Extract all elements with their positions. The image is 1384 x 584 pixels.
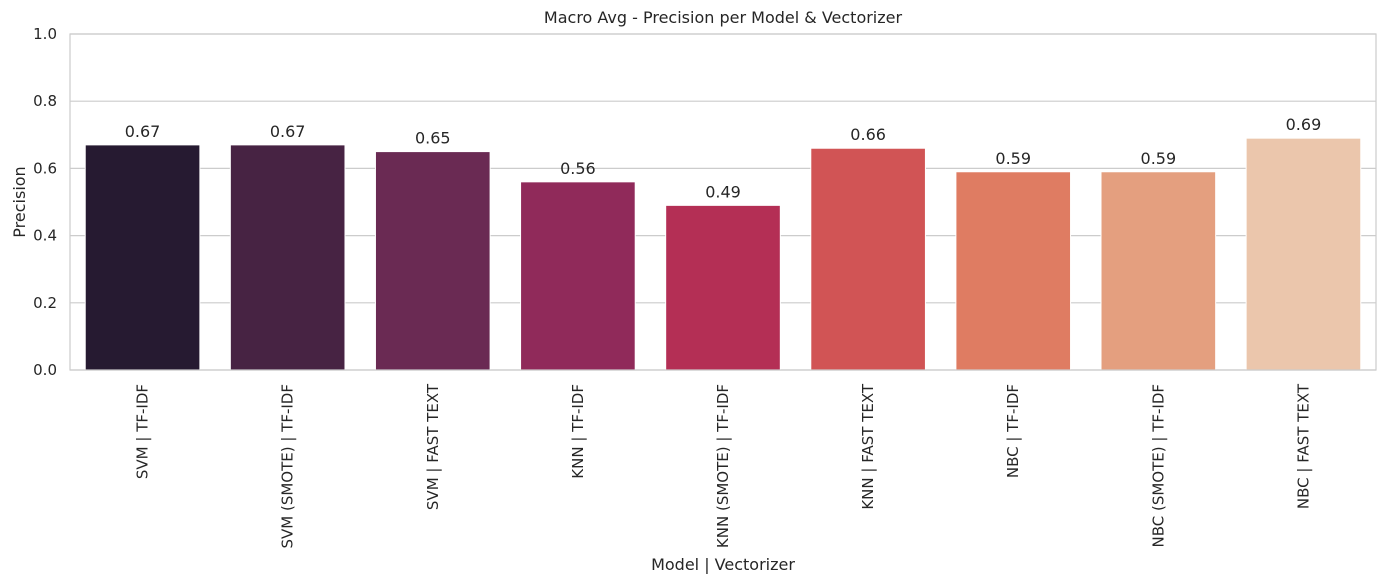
data-labels: 0.67 0.67 0.65 0.56 0.49 0.66 0.59 0.59 0.69 <box>125 115 1322 201</box>
x-tick-label: KNN (SMOTE) | TF-IDF <box>714 384 732 548</box>
x-tick-labels: SVM | TF-IDF SVM (SMOTE) | TF-IDF SVM | FA… <box>134 383 1313 548</box>
bar-value-label: 0.49 <box>705 182 741 201</box>
bar-value-label: 0.59 <box>1141 149 1177 168</box>
bar <box>84 144 201 371</box>
x-tick-label: KNN | FAST TEXT <box>859 383 877 509</box>
bar <box>955 171 1072 371</box>
bar-value-label: 0.56 <box>560 159 596 178</box>
bar <box>810 147 926 371</box>
bar <box>1245 137 1362 371</box>
bar-value-label: 0.67 <box>125 122 161 141</box>
x-tick-label: NBC | TF-IDF <box>1004 384 1022 478</box>
x-tick-label: KNN | TF-IDF <box>569 384 587 479</box>
bar-value-label: 0.67 <box>270 122 306 141</box>
bar-value-label: 0.69 <box>1286 115 1322 134</box>
bar <box>229 144 346 371</box>
y-axis-title: Precision <box>10 166 29 237</box>
x-tick-label: SVM (SMOTE) | TF-IDF <box>279 384 297 549</box>
bar <box>520 181 636 371</box>
x-tick-label: NBC (SMOTE) | TF-IDF <box>1149 384 1167 548</box>
bar <box>374 151 491 371</box>
bars <box>84 137 1362 371</box>
bar-value-label: 0.59 <box>995 149 1031 168</box>
y-tick-label: 0.8 <box>33 92 57 110</box>
y-tick-labels: 0.0 0.2 0.4 0.6 0.8 1.0 <box>33 25 57 379</box>
bar <box>1100 171 1217 371</box>
y-tick-label: 0.2 <box>33 294 57 312</box>
bar <box>665 204 781 371</box>
x-axis-title: Model | Vectorizer <box>651 555 795 574</box>
y-tick-label: 0.4 <box>33 227 57 245</box>
bar-value-label: 0.66 <box>850 125 886 144</box>
y-tick-label: 0.6 <box>33 159 57 177</box>
chart-title: Macro Avg - Precision per Model & Vector… <box>544 8 903 27</box>
y-tick-label: 1.0 <box>33 25 57 43</box>
x-tick-label: SVM | FAST TEXT <box>424 383 442 510</box>
x-tick-label: SVM | TF-IDF <box>134 384 152 479</box>
bar-value-label: 0.65 <box>415 129 451 148</box>
x-tick-label: NBC | FAST TEXT <box>1294 383 1312 509</box>
y-tick-label: 0.0 <box>33 361 57 379</box>
plot-frame <box>69 33 1377 371</box>
